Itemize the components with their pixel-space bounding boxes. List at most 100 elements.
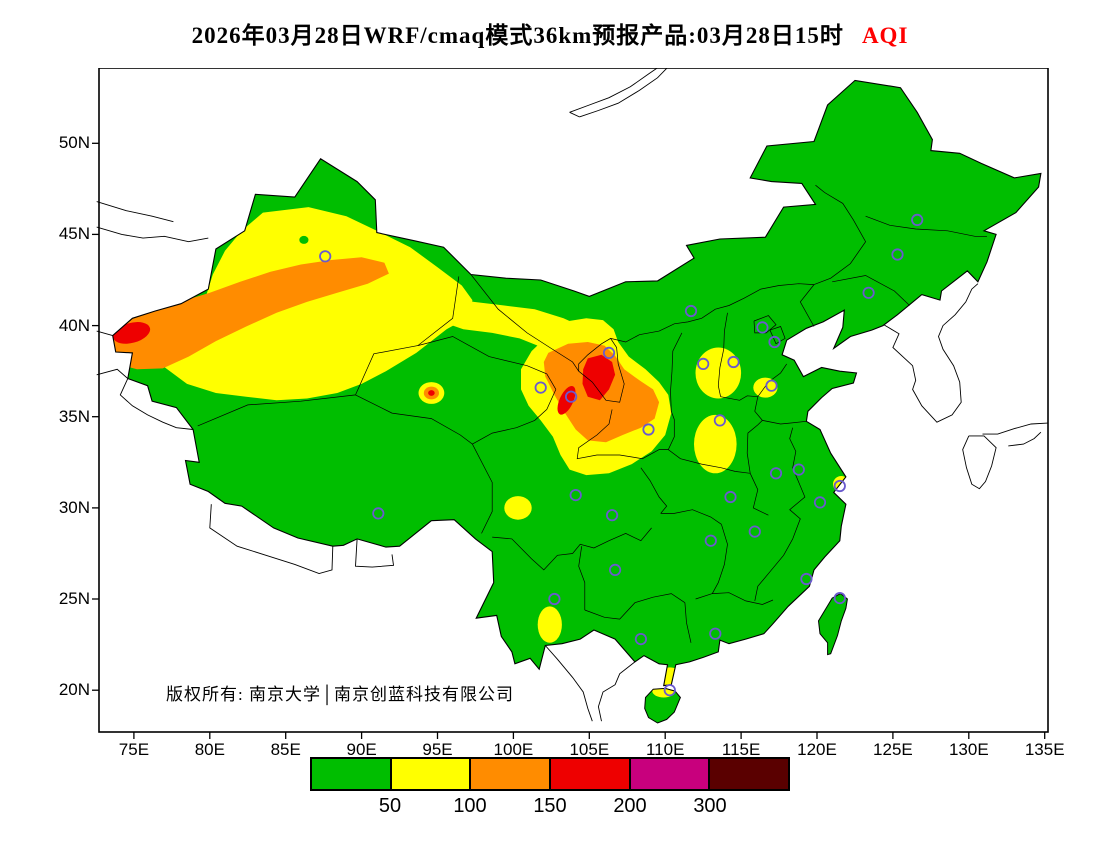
province-boundary-line [660, 509, 722, 525]
city-marker [833, 591, 846, 605]
province-boundary-line [472, 389, 557, 445]
city-marker [548, 592, 561, 606]
foreign-boundary-line [579, 68, 668, 118]
aqi-contour-yellow [753, 377, 778, 398]
foreign-boundary-line [96, 226, 209, 243]
aqi-colorbar: 50 100 150 200 300 [310, 757, 790, 821]
foreign-boundary-line [96, 368, 129, 379]
page-title: 2026年03月28日WRF/cmaq模式36km预报产品:03月28日15时 A… [0, 16, 1100, 50]
province-boundary-line [584, 593, 686, 620]
colorbar-swatch [389, 759, 470, 789]
province-boundary-line [753, 315, 777, 334]
colorbar-tick-label: 50 [378, 795, 402, 817]
city-marker [704, 534, 717, 547]
city-marker [891, 248, 904, 261]
aqi-contour-yellow [652, 688, 676, 698]
colorbar-swatch [549, 759, 629, 789]
y-tick-label: 50N [58, 133, 90, 153]
foreign-boundary-line [96, 201, 174, 223]
y-tick-label: 20N [58, 680, 90, 700]
province-boundary-line [492, 527, 652, 571]
city-marker [792, 463, 805, 476]
province-boundary-line [640, 467, 668, 514]
province-boundary-line [749, 473, 769, 516]
province-boundary-line [695, 592, 774, 605]
province-boundary-line [757, 363, 787, 397]
city-marker [642, 423, 655, 436]
city-marker [756, 321, 769, 334]
foreign-boundary-line [209, 504, 334, 574]
aqi-contour-yellow [537, 606, 562, 643]
aqi-contour-yellow [695, 347, 742, 399]
province-boundary-line [754, 396, 807, 425]
province-boundary-line [667, 419, 751, 474]
x-tick-label: 120E [797, 740, 837, 759]
colorbar-tick-label: 150 [533, 795, 567, 817]
x-tick-label: 95E [422, 740, 453, 759]
foreign-boundary-line [569, 68, 659, 113]
y-tick-label: 40N [58, 315, 90, 335]
plot-frame [98, 68, 1049, 733]
aqi-contour-yellow [504, 496, 532, 520]
city-marker [768, 335, 781, 349]
province-boundary-line [670, 332, 683, 420]
city-marker [564, 390, 578, 403]
title-pollutant-label: AQI [861, 23, 909, 48]
foreign-boundary-line [544, 645, 593, 722]
aqi-contour-red [428, 390, 435, 396]
province-boundary-line [865, 215, 987, 237]
city-marker [663, 684, 676, 697]
province-boundary-line [578, 337, 625, 403]
x-tick-label: 90E [346, 740, 377, 759]
province-boundaries [197, 184, 987, 643]
city-markers [319, 213, 924, 697]
colorbar-tick-label: 300 [693, 795, 727, 817]
x-tick-label: 80E [194, 740, 225, 759]
province-boundary-line [754, 538, 794, 601]
x-tick-label: 85E [270, 740, 301, 759]
city-marker [634, 632, 648, 646]
province-boundary-line [684, 602, 692, 643]
colorbar-tick-label: 200 [613, 795, 647, 817]
city-marker [769, 467, 783, 480]
city-marker [833, 479, 846, 493]
province-boundary-line [799, 284, 815, 327]
x-tick-label: 100E [493, 740, 534, 759]
axis-ticks [92, 142, 1046, 739]
aqi-contour-green-spot [299, 235, 309, 244]
city-marker [800, 572, 813, 586]
city-marker [372, 507, 385, 520]
foreign-boundary-line [119, 378, 194, 430]
province-boundary-line [720, 395, 758, 401]
y-tick-label: 30N [58, 497, 90, 517]
aqi-contour-yellow [694, 414, 737, 474]
taiwan-outline [817, 593, 848, 656]
city-marker [813, 496, 827, 509]
province-boundary-line [355, 394, 493, 534]
x-tick-label: 110E [645, 740, 685, 759]
x-tick-label: 130E [948, 740, 989, 759]
province-boundary-line [813, 184, 867, 285]
city-marker [765, 379, 778, 392]
province-boundary-line [470, 274, 579, 372]
city-marker [713, 414, 727, 427]
province-boundary-line [610, 283, 815, 343]
hainan-outline [644, 687, 681, 724]
china-outline [112, 79, 1042, 687]
province-boundary-line [789, 485, 806, 540]
y-tick-label: 35N [58, 406, 90, 426]
province-boundary-line [417, 336, 557, 390]
colorbar-swatch [469, 759, 550, 789]
foreign-boundaries [96, 68, 1048, 722]
foreign-boundary-line [597, 661, 636, 722]
province-boundary-line [832, 275, 910, 306]
title-text: 2026年03月28日WRF/cmaq模式36km预报产品:03月28日15时 [191, 23, 844, 48]
aqi-contour-red [582, 354, 616, 401]
city-marker [608, 563, 622, 576]
foreign-boundary-line [883, 283, 979, 423]
city-marker [605, 509, 619, 522]
y-tick-label: 25N [58, 589, 90, 609]
foreign-boundary-line [982, 422, 1048, 435]
province-boundary-line [576, 409, 669, 460]
